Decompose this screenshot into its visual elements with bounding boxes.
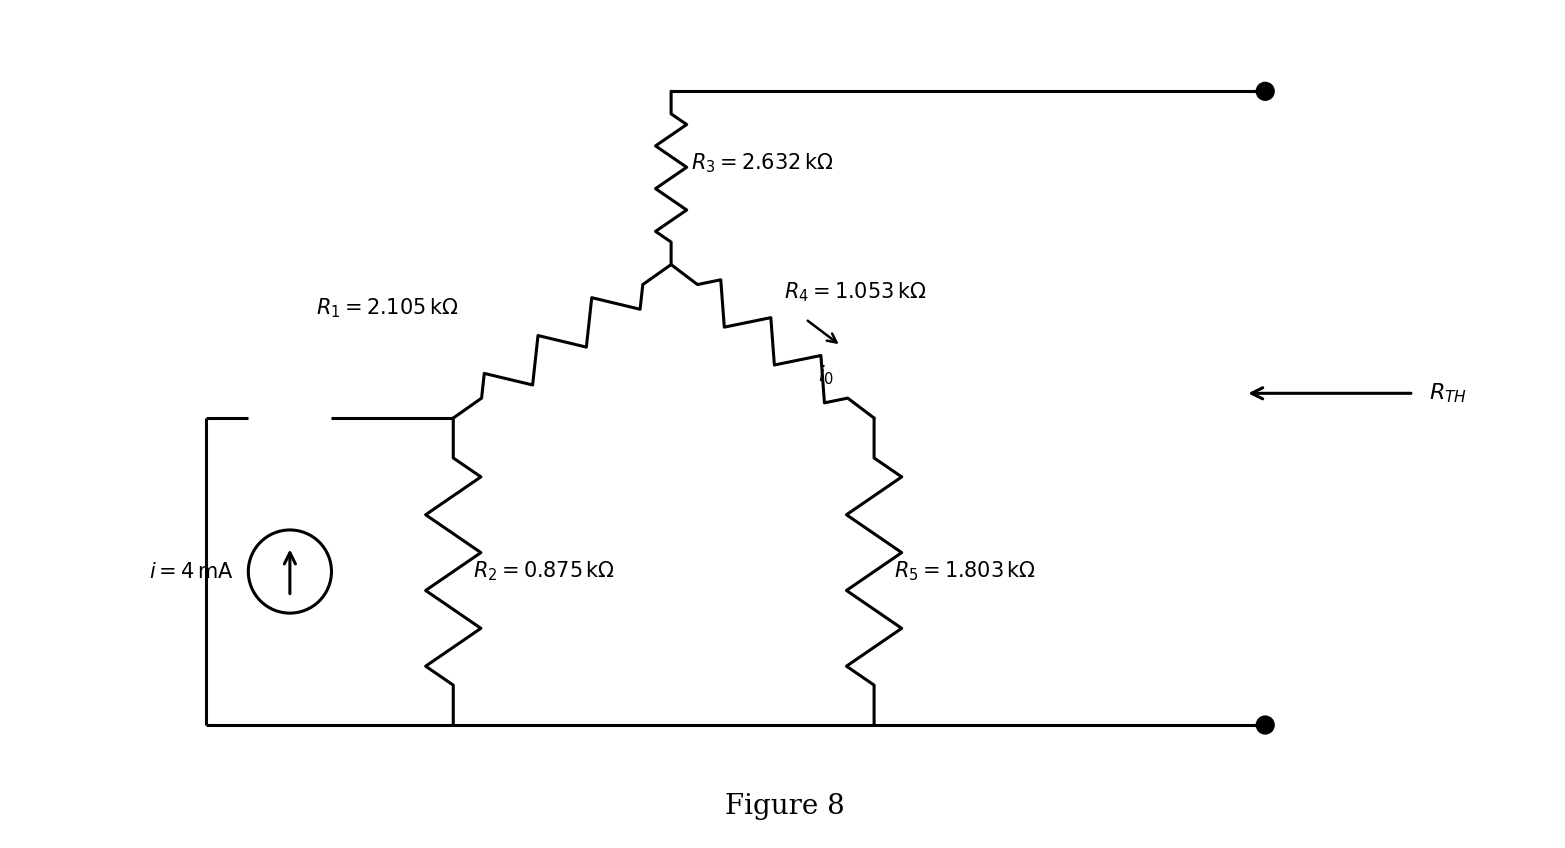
Text: $i = 4\,\mathrm{mA}$: $i = 4\,\mathrm{mA}$ bbox=[149, 561, 233, 582]
Text: $R_{TH}$: $R_{TH}$ bbox=[1429, 382, 1466, 405]
Text: $R_4 = 1.053\,\mathrm{k}\Omega$: $R_4 = 1.053\,\mathrm{k}\Omega$ bbox=[784, 280, 926, 304]
Text: $R_1 = 2.105\,\mathrm{k}\Omega$: $R_1 = 2.105\,\mathrm{k}\Omega$ bbox=[316, 296, 459, 320]
Text: $R_5 = 1.803\,\mathrm{k}\Omega$: $R_5 = 1.803\,\mathrm{k}\Omega$ bbox=[894, 560, 1036, 583]
Text: $i_0$: $i_0$ bbox=[818, 364, 834, 388]
Circle shape bbox=[1257, 716, 1274, 734]
Text: Figure 8: Figure 8 bbox=[725, 793, 845, 820]
Text: $R_3 = 2.632\,\mathrm{k}\Omega$: $R_3 = 2.632\,\mathrm{k}\Omega$ bbox=[690, 151, 833, 175]
Text: $R_2 = 0.875\,\mathrm{k}\Omega$: $R_2 = 0.875\,\mathrm{k}\Omega$ bbox=[473, 560, 615, 583]
Circle shape bbox=[1257, 82, 1274, 100]
